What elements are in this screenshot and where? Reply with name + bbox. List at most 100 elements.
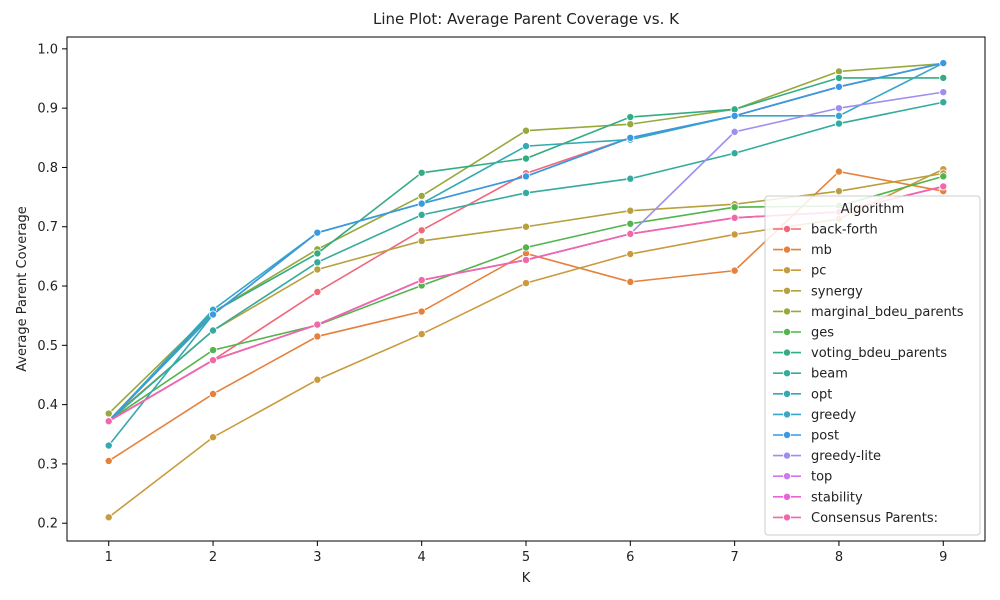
data-point <box>417 330 426 339</box>
data-point <box>417 307 426 316</box>
x-tick-label: 1 <box>105 550 113 565</box>
legend-item: marginal_bdeu_parents <box>773 305 964 320</box>
data-point <box>313 375 322 384</box>
data-point <box>626 277 635 286</box>
data-point <box>939 98 948 107</box>
legend-label: Consensus Parents: <box>811 511 938 526</box>
data-point <box>834 187 843 196</box>
legend-label: ges <box>811 326 834 341</box>
legend-item: stability <box>773 490 863 505</box>
data-point <box>834 119 843 128</box>
data-point <box>834 111 843 120</box>
legend-item: synergy <box>773 284 863 299</box>
data-point <box>522 126 531 135</box>
legend-swatch-marker <box>783 327 792 336</box>
legend-label: top <box>811 470 832 485</box>
legend-swatch-marker <box>783 369 792 378</box>
legend-swatch-marker <box>783 266 792 275</box>
legend-item: beam <box>773 367 848 382</box>
data-point <box>104 417 113 426</box>
y-tick-label: 0.3 <box>37 457 58 472</box>
x-axis-label: K <box>522 571 531 586</box>
data-point <box>730 149 739 158</box>
legend-item: back-forth <box>773 223 878 238</box>
y-tick-label: 0.5 <box>37 339 58 354</box>
legend-swatch-marker <box>783 245 792 254</box>
data-point <box>939 182 948 191</box>
data-point <box>313 320 322 329</box>
legend-item: greedy <box>773 408 857 423</box>
data-point <box>626 206 635 215</box>
y-tick-label: 0.6 <box>37 280 58 295</box>
legend-swatch-marker <box>783 307 792 316</box>
legend-swatch-marker <box>783 224 792 233</box>
data-point <box>522 188 531 197</box>
legend-swatch-marker <box>783 492 792 501</box>
legend-swatch-marker <box>783 348 792 357</box>
legend-label: stability <box>811 490 863 505</box>
legend-label: marginal_bdeu_parents <box>811 305 964 320</box>
data-point <box>209 326 218 335</box>
data-point <box>626 229 635 238</box>
legend-item: top <box>773 470 832 485</box>
data-point <box>209 433 218 442</box>
data-point <box>939 172 948 181</box>
data-point <box>104 441 113 450</box>
legend-swatch-marker <box>783 430 792 439</box>
data-point <box>417 168 426 177</box>
y-tick-label: 0.7 <box>37 220 58 235</box>
legend-label: pc <box>811 264 826 279</box>
data-point <box>939 59 948 68</box>
y-axis-label: Average Parent Coverage <box>15 206 30 372</box>
data-point <box>522 172 531 181</box>
data-point <box>313 228 322 237</box>
legend-item: opt <box>773 387 832 402</box>
chart-title: Line Plot: Average Parent Coverage vs. K <box>373 10 680 28</box>
data-point <box>626 133 635 142</box>
legend-label: mb <box>811 243 832 258</box>
data-point <box>209 389 218 398</box>
data-point <box>730 230 739 239</box>
legend-item: ges <box>773 326 834 341</box>
data-point <box>104 409 113 418</box>
data-point <box>834 82 843 91</box>
data-point <box>417 199 426 208</box>
legend-item: Consensus Parents: <box>773 511 938 526</box>
y-axis: 0.2 0.3 0.4 0.5 0.6 0.7 0.8 0.9 1.0 <box>37 42 67 532</box>
legend-label: back-forth <box>811 223 878 238</box>
legend-swatch-marker <box>783 451 792 460</box>
data-point <box>313 249 322 258</box>
data-point <box>313 287 322 296</box>
data-point <box>522 243 531 252</box>
legend: Algorithm back-forth mb pc synergy marginal_… <box>764 195 981 536</box>
data-point <box>417 191 426 200</box>
data-point <box>417 276 426 285</box>
legend-item: greedy-lite <box>773 449 881 464</box>
legend-frame <box>764 195 981 536</box>
legend-swatch-marker <box>783 472 792 481</box>
data-point <box>834 104 843 113</box>
data-point <box>730 105 739 114</box>
data-point <box>939 73 948 82</box>
data-point <box>730 203 739 212</box>
data-point <box>626 120 635 129</box>
x-tick-label: 6 <box>626 550 634 565</box>
y-tick-label: 1.0 <box>37 42 58 57</box>
legend-items: back-forth mb pc synergy marginal_bdeu_paren… <box>773 223 964 526</box>
data-point <box>834 73 843 82</box>
legend-item: voting_bdeu_parents <box>773 346 947 361</box>
series-voting_bdeu_parents <box>104 73 948 425</box>
data-point <box>626 250 635 259</box>
x-tick-label: 8 <box>835 550 843 565</box>
y-tick-label: 0.4 <box>37 398 58 413</box>
data-point <box>730 266 739 275</box>
data-point <box>104 456 113 465</box>
data-point <box>522 222 531 231</box>
data-point <box>417 226 426 235</box>
data-point <box>209 310 218 319</box>
x-axis: 1 2 3 4 5 6 7 8 9 <box>105 541 947 565</box>
data-point <box>834 67 843 76</box>
data-point <box>209 346 218 355</box>
data-point <box>313 332 322 341</box>
